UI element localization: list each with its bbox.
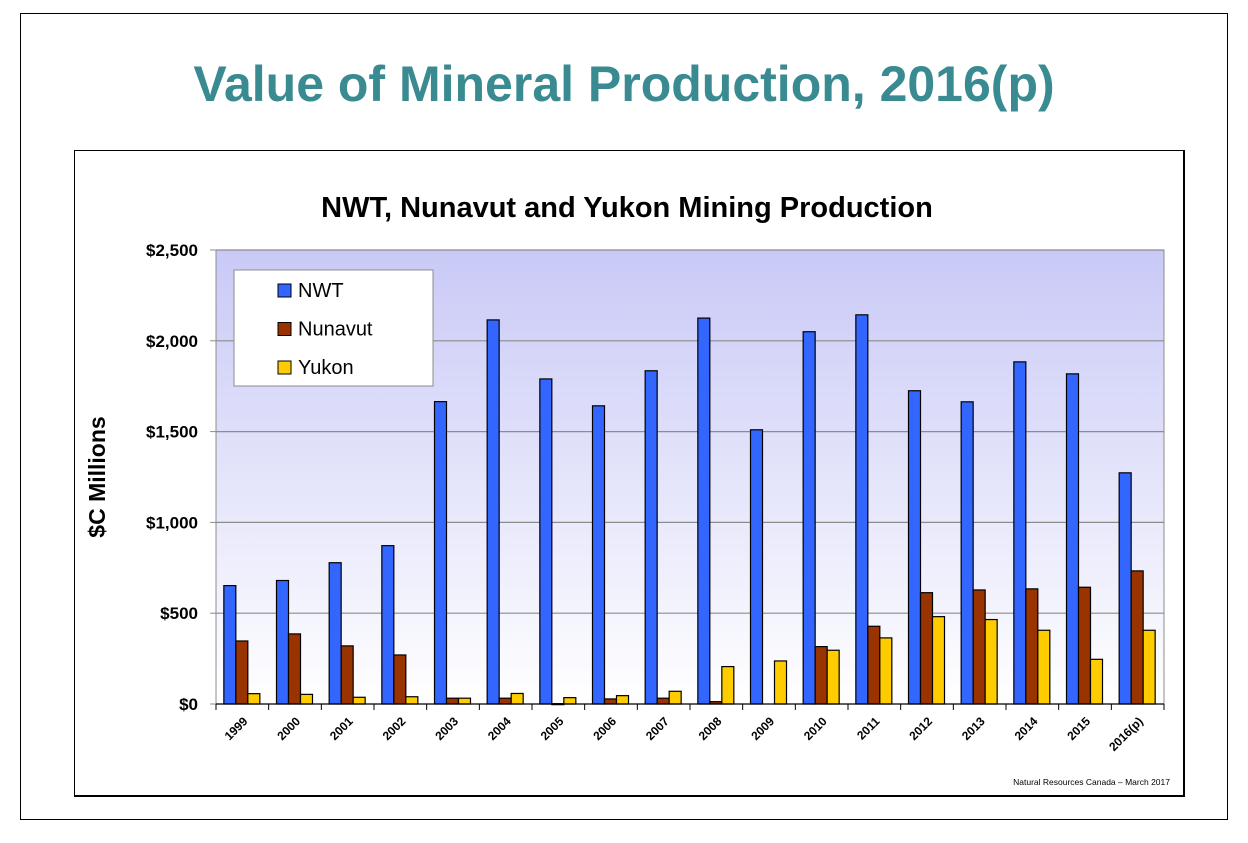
slide-frame <box>20 13 1228 820</box>
x-tick-label: 2011 <box>854 714 883 743</box>
x-axis: 1999 2000 2001 2002 2003 2004 2005 2006 2007 2008… <box>215 703 1165 754</box>
bar-yukon-2012 <box>931 616 946 705</box>
legend-box <box>233 269 434 387</box>
bars <box>223 314 1156 706</box>
bar-nwt-2005 <box>539 378 553 705</box>
x-tick-label: 2009 <box>748 714 777 743</box>
x-tick-label: 2002 <box>380 714 409 743</box>
bar-nwt-2008 <box>697 317 711 705</box>
bar-yukon-2014 <box>1037 629 1051 705</box>
bar-yukon-2002 <box>405 696 419 705</box>
bar-nunavut-1999 <box>235 640 249 705</box>
bar-nunavut-2007 <box>656 697 670 705</box>
y-tick-label: $0 <box>179 695 198 714</box>
bar-yukon-2006 <box>615 695 630 705</box>
bar-nunavut-2000 <box>287 633 302 705</box>
x-tick-label: 2015 <box>1064 714 1093 743</box>
legend-swatch-nwt <box>277 283 292 298</box>
bar-nunavut-2016(p) <box>1130 570 1144 705</box>
x-tick-label: 2000 <box>274 714 303 743</box>
bar-nwt-2009 <box>749 429 764 705</box>
x-tick-label: 2001 <box>327 714 356 743</box>
chart-title: NWT, Nunavut and Yukon Mining Production <box>321 192 933 224</box>
x-tick-label: 2016(p) <box>1106 714 1146 754</box>
bar-nunavut-2002 <box>393 654 407 705</box>
bar-nunavut-2010 <box>814 646 828 705</box>
bar-nwt-1999 <box>223 584 237 705</box>
bar-nwt-2002 <box>381 545 395 705</box>
bar-yukon-2016(p) <box>1142 629 1156 705</box>
y-tick-label: $500 <box>160 604 198 623</box>
bar-nwt-2006 <box>591 405 606 705</box>
bar-yukon-2001 <box>352 696 366 705</box>
bar-nunavut-2011 <box>867 625 881 705</box>
x-tick-label: 2007 <box>643 714 672 743</box>
bar-yukon-2003 <box>457 697 472 705</box>
y-axis: $0 $500 $1,000 $1,500 $2,000 $2,500 <box>146 241 216 714</box>
legend-label-nunavut: Nunavut <box>298 319 373 341</box>
bar-yukon-2008 <box>721 665 735 705</box>
bar-nwt-2004 <box>486 319 500 705</box>
bar-nwt-2001 <box>328 562 342 705</box>
bar-nunavut-2003 <box>445 697 460 705</box>
x-tick-label: 2005 <box>538 714 567 743</box>
bar-yukon-2007 <box>668 690 682 705</box>
bar-nunavut-2006 <box>603 698 618 705</box>
bar-nwt-2016(p) <box>1118 472 1132 705</box>
bar-nunavut-2001 <box>340 645 354 705</box>
x-tick-label: 2003 <box>432 714 461 743</box>
bar-yukon-2009 <box>773 660 788 705</box>
y-tick-label: $2,000 <box>146 332 198 351</box>
legend-swatch-yukon <box>277 360 292 375</box>
x-tick-label: 2006 <box>590 714 619 743</box>
legend: NWT Nunavut Yukon <box>233 269 434 387</box>
x-tick-label: 2010 <box>801 714 830 743</box>
bar-nunavut-2014 <box>1025 588 1039 705</box>
x-tick-label: 1999 <box>222 714 251 743</box>
bar-yukon-1999 <box>247 693 261 705</box>
bar-yukon-2015 <box>1089 658 1104 705</box>
legend-label-nwt: NWT <box>298 280 344 302</box>
x-tick-label: 2008 <box>696 714 725 743</box>
bar-nwt-2003 <box>433 401 448 705</box>
legend-swatch-nunavut <box>277 322 292 336</box>
y-tick-label: $1,000 <box>146 513 198 532</box>
bar-nwt-2015 <box>1065 373 1080 705</box>
bar-yukon-2000 <box>299 693 314 705</box>
bar-yukon-2011 <box>879 637 893 705</box>
bar-yukon-2013 <box>984 618 998 705</box>
bar-yukon-2005 <box>563 697 577 705</box>
bar-nunavut-2013 <box>972 589 986 705</box>
bar-yukon-2004 <box>510 692 524 705</box>
x-tick-label: 2013 <box>959 714 988 743</box>
x-tick-label: 2014 <box>1012 714 1041 743</box>
bar-nwt-2012 <box>907 390 922 705</box>
bar-nwt-2010 <box>802 331 816 705</box>
bar-nwt-2011 <box>855 314 869 705</box>
x-tick-label: 2004 <box>485 714 514 743</box>
bar-nunavut-2015 <box>1077 586 1092 705</box>
y-tick-label: $2,500 <box>146 241 198 260</box>
bar-yukon-2010 <box>826 649 840 705</box>
legend-label-yukon: Yukon <box>298 357 354 379</box>
bar-nwt-2000 <box>275 579 290 705</box>
bar-nunavut-2012 <box>919 592 934 705</box>
bar-nwt-2013 <box>960 401 974 705</box>
x-tick-label: 2012 <box>906 714 935 743</box>
bar-nunavut-2004 <box>498 697 512 705</box>
bar-nwt-2007 <box>644 370 658 705</box>
bar-nwt-2014 <box>1013 361 1027 705</box>
source-note: Natural Resources Canada – March 2017 <box>1013 777 1170 787</box>
slide-title: Value of Mineral Production, 2016(p) <box>193 56 1055 112</box>
y-axis-label: $C Millions <box>84 416 110 537</box>
y-tick-label: $1,500 <box>146 423 198 442</box>
